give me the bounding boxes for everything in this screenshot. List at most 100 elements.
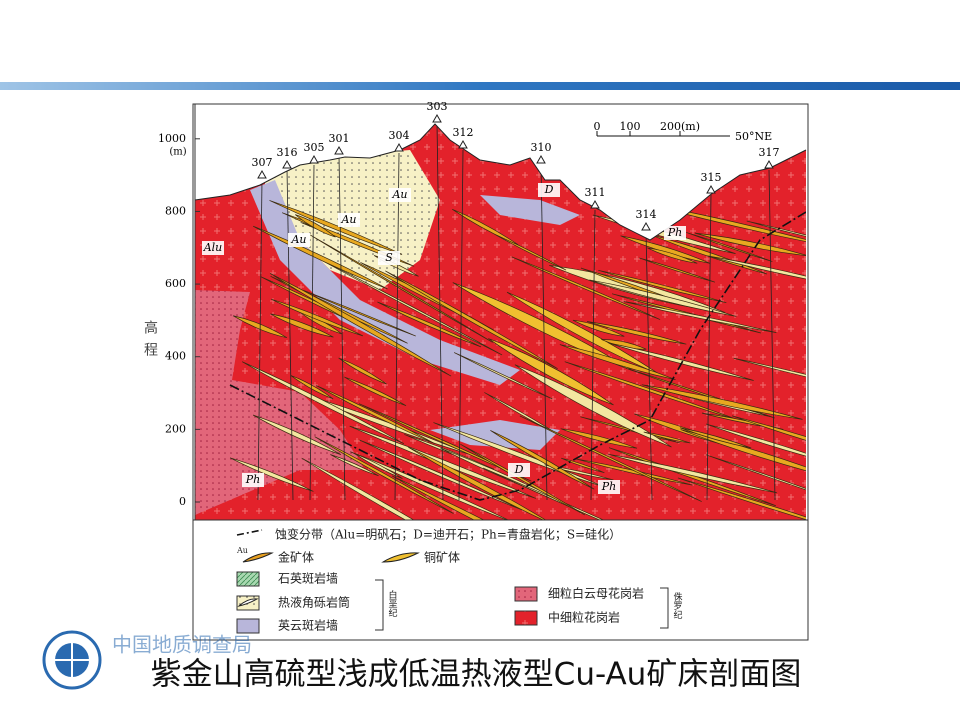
legend-bracket [660,587,669,629]
drill-label: 310 [531,141,552,154]
zone-label: Au [290,233,306,246]
axis-title: 高程 [142,319,158,364]
ore-body [269,273,452,377]
drill-hole [768,169,776,501]
legend-swatch [514,586,538,602]
drill-label: 317 [759,146,780,159]
zone-label-box [242,473,264,487]
ore-body [454,352,553,400]
scale-label: 0 [594,120,601,133]
drill-label: 315 [701,171,722,184]
ore-body [359,439,522,511]
zone-label-box [538,183,560,197]
ore-body [639,257,716,283]
logo: 中国地质调查局 [42,630,252,690]
zone-label: Ph [601,480,617,493]
zone-label-box [338,213,360,227]
legend-text: 蚀变分带（Alu=明矾石；D=迪开石；Ph=青盘岩化；S=硅化） [275,527,621,542]
drill-marker [458,139,468,149]
zone-label: S [385,251,393,264]
ore-body [350,451,514,520]
zone-label-box [389,188,411,202]
y-tick-label: 800 [165,204,186,217]
ore-body [270,313,334,338]
legend-swatch [514,610,538,626]
y-tick-label: 600 [165,277,186,290]
ore-body [252,414,342,455]
ore-body [385,270,558,369]
ore-body [694,232,806,257]
ore-body [310,234,493,343]
slide-title: 紫金山高硫型浅成低温热液型Cu-Au矿床剖面图 [151,657,802,693]
ore-body [316,385,435,444]
drill-marker [641,221,651,231]
ore-body [647,247,698,264]
ore-body [644,202,806,248]
ore-body [559,344,676,381]
drill-label: 316 [277,146,298,159]
zone-label-box [508,463,530,477]
porphyry-dike [250,180,520,385]
y-tick-label: 0 [179,495,186,508]
header-band [0,82,960,90]
ore-body [598,269,727,303]
drill-hole [286,169,294,501]
legend-swatch [236,571,260,587]
porphyry-dike [480,195,580,225]
ore-body [707,255,806,287]
zone-label-box [598,480,620,494]
drill-hole [309,164,315,501]
drill-marker [764,159,774,169]
drill-label: 314 [636,208,657,221]
scale-ticks [596,131,730,137]
axis-unit: (m) [169,147,186,158]
section [195,124,806,520]
drill-hole [645,231,653,501]
legend-text: 铜矿体 [424,550,460,565]
ore-body [575,458,693,486]
ore-body [649,234,767,275]
drill-label: 307 [252,156,273,169]
ore-body [589,279,737,317]
scale-label: 100 [620,120,641,133]
porphyry-dike [430,420,560,450]
ore-body [641,384,803,420]
logo-text: 中国地质调查局 [112,633,252,657]
ore-body [733,357,806,393]
zone-label: Au [391,188,407,201]
zone-label: Ph [245,473,261,486]
zone-label: Alu [203,241,223,254]
drill-marker [394,142,404,152]
ore-body [271,298,364,337]
drill-marker [590,199,600,209]
drill-label: 303 [427,100,448,113]
ore-body [391,475,582,520]
zone-label-box [378,251,400,265]
ore-body [295,214,336,238]
zone-label: Au [340,213,356,226]
ore-body [511,256,661,320]
ore-body [338,357,387,385]
ore-body [377,301,482,348]
zone-label-box [202,241,224,255]
drill-hole [590,209,596,501]
drill-marker [706,184,716,194]
legend-swatch [236,618,260,634]
drill-hole [458,149,464,501]
zone-label-box [664,226,686,240]
zone-label: Ph [667,226,683,239]
ore-body [746,220,806,247]
drill-marker [536,154,546,164]
direction: 50°NE [735,130,772,143]
ore-body [319,259,503,356]
ore-body [483,467,670,520]
drill-hole [706,194,712,501]
ore-body [358,403,532,482]
legend-text: 金矿体 [278,550,314,565]
ore-body [452,208,519,246]
ore-body [303,290,416,337]
drill-label: 304 [389,129,410,142]
scale-label: 200(m) [660,120,700,133]
